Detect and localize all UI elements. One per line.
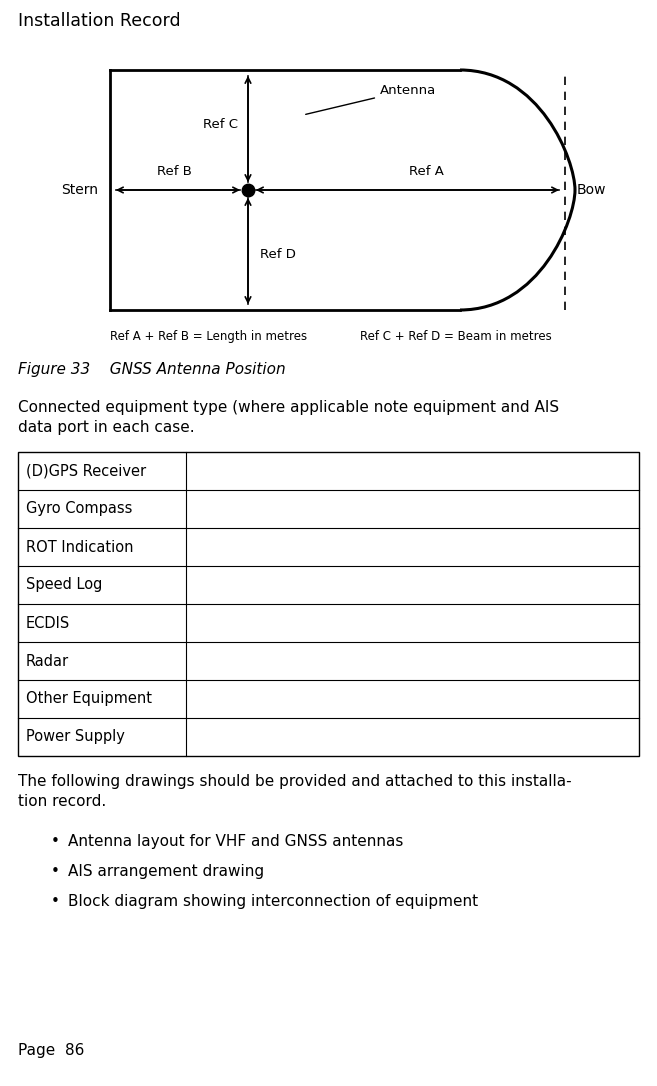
Text: Ref C + Ref D = Beam in metres: Ref C + Ref D = Beam in metres bbox=[360, 330, 552, 343]
Text: Ref A: Ref A bbox=[409, 165, 444, 178]
Text: (D)GPS Receiver: (D)GPS Receiver bbox=[26, 464, 146, 479]
Text: Block diagram showing interconnection of equipment: Block diagram showing interconnection of… bbox=[68, 894, 478, 909]
Text: Radar: Radar bbox=[26, 654, 69, 669]
Text: •: • bbox=[51, 894, 59, 909]
Text: Ref B: Ref B bbox=[156, 165, 191, 178]
Text: Gyro Compass: Gyro Compass bbox=[26, 502, 132, 517]
Text: Installation Record: Installation Record bbox=[18, 12, 181, 30]
Text: Page  86: Page 86 bbox=[18, 1043, 84, 1058]
Text: Ref C: Ref C bbox=[203, 118, 238, 131]
Text: ROT Indication: ROT Indication bbox=[26, 540, 133, 555]
Text: Ref A + Ref B = Length in metres: Ref A + Ref B = Length in metres bbox=[110, 330, 307, 343]
Text: Ref D: Ref D bbox=[260, 249, 296, 262]
Text: Connected equipment type (where applicable note equipment and AIS
data port in e: Connected equipment type (where applicab… bbox=[18, 400, 559, 435]
Text: ECDIS: ECDIS bbox=[26, 616, 70, 631]
Text: Stern: Stern bbox=[61, 184, 98, 197]
Text: Figure 33    GNSS Antenna Position: Figure 33 GNSS Antenna Position bbox=[18, 362, 286, 377]
Text: Power Supply: Power Supply bbox=[26, 730, 125, 745]
Text: •: • bbox=[51, 864, 59, 879]
Text: Speed Log: Speed Log bbox=[26, 578, 102, 593]
Text: The following drawings should be provided and attached to this installa-
tion re: The following drawings should be provide… bbox=[18, 774, 572, 809]
Bar bbox=[18, 452, 639, 756]
Text: Other Equipment: Other Equipment bbox=[26, 692, 152, 707]
Text: •: • bbox=[51, 834, 59, 849]
Text: Antenna: Antenna bbox=[306, 84, 436, 114]
Text: AIS arrangement drawing: AIS arrangement drawing bbox=[68, 864, 264, 879]
Text: Antenna layout for VHF and GNSS antennas: Antenna layout for VHF and GNSS antennas bbox=[68, 834, 403, 849]
Text: Bow: Bow bbox=[577, 184, 606, 197]
